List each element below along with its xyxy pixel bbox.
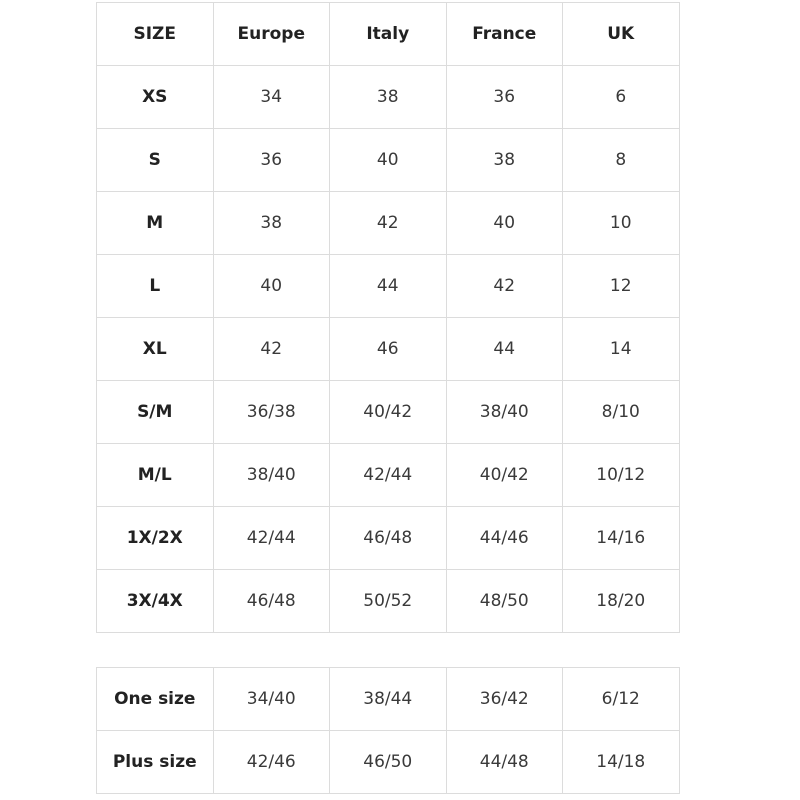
- size-value-cell: 40: [445, 191, 563, 255]
- size-value-cell: 12: [562, 254, 680, 318]
- size-label-cell: L: [96, 254, 214, 318]
- header-row: SIZE Europe Italy France UK: [96, 2, 680, 66]
- size-value-cell: 38/40: [445, 380, 563, 444]
- header-cell: Europe: [212, 2, 330, 66]
- size-value-cell: 38: [212, 191, 330, 255]
- size-value-cell: 46/48: [212, 569, 330, 633]
- size-label-cell: Plus size: [96, 730, 214, 794]
- size-label-cell: 3X/4X: [96, 569, 214, 633]
- table-row: M/L 38/40 42/44 40/42 10/12: [96, 443, 680, 507]
- special-size-table: One size 34/40 38/44 36/42 6/12 Plus size 42/4…: [96, 667, 680, 794]
- size-value-cell: 36: [445, 65, 563, 129]
- table-row: M 38 42 40 10: [96, 191, 680, 255]
- table-row: 1X/2X 42/44 46/48 44/46 14/16: [96, 506, 680, 570]
- size-value-cell: 14/18: [562, 730, 680, 794]
- size-label-cell: 1X/2X: [96, 506, 214, 570]
- size-value-cell: 8/10: [562, 380, 680, 444]
- size-value-cell: 42: [445, 254, 563, 318]
- size-value-cell: 44: [445, 317, 563, 381]
- size-value-cell: 44: [329, 254, 447, 318]
- table-row: S/M 36/38 40/42 38/40 8/10: [96, 380, 680, 444]
- size-conversion-table: SIZE Europe Italy France UK XS 34 38 36 6 S 36 40 38 8…: [96, 2, 680, 633]
- size-value-cell: 6/12: [562, 667, 680, 731]
- size-value-cell: 36: [212, 128, 330, 192]
- size-value-cell: 46/48: [329, 506, 447, 570]
- header-cell: France: [445, 2, 563, 66]
- size-value-cell: 38/40: [212, 443, 330, 507]
- table-row: One size 34/40 38/44 36/42 6/12: [96, 667, 680, 731]
- size-value-cell: 42/44: [212, 506, 330, 570]
- size-value-cell: 50/52: [329, 569, 447, 633]
- size-value-cell: 10: [562, 191, 680, 255]
- size-value-cell: 38: [329, 65, 447, 129]
- size-label-cell: One size: [96, 667, 214, 731]
- size-value-cell: 6: [562, 65, 680, 129]
- table-row: L 40 44 42 12: [96, 254, 680, 318]
- size-label-cell: M/L: [96, 443, 214, 507]
- size-value-cell: 38: [445, 128, 563, 192]
- size-value-cell: 44/48: [445, 730, 563, 794]
- size-label-cell: S/M: [96, 380, 214, 444]
- size-value-cell: 44/46: [445, 506, 563, 570]
- size-label-cell: XS: [96, 65, 214, 129]
- size-label-cell: M: [96, 191, 214, 255]
- size-value-cell: 42: [212, 317, 330, 381]
- size-value-cell: 36/38: [212, 380, 330, 444]
- table-row: S 36 40 38 8: [96, 128, 680, 192]
- size-value-cell: 42: [329, 191, 447, 255]
- size-value-cell: 36/42: [445, 667, 563, 731]
- header-cell: Italy: [329, 2, 447, 66]
- size-label-cell: S: [96, 128, 214, 192]
- size-value-cell: 8: [562, 128, 680, 192]
- size-value-cell: 42/46: [212, 730, 330, 794]
- size-value-cell: 38/44: [329, 667, 447, 731]
- size-value-cell: 48/50: [445, 569, 563, 633]
- size-value-cell: 18/20: [562, 569, 680, 633]
- size-value-cell: 34: [212, 65, 330, 129]
- size-label-cell: XL: [96, 317, 214, 381]
- size-value-cell: 42/44: [329, 443, 447, 507]
- table-row: 3X/4X 46/48 50/52 48/50 18/20: [96, 569, 680, 633]
- size-value-cell: 40: [329, 128, 447, 192]
- size-value-cell: 40/42: [329, 380, 447, 444]
- size-value-cell: 34/40: [212, 667, 330, 731]
- size-value-cell: 46: [329, 317, 447, 381]
- size-value-cell: 40: [212, 254, 330, 318]
- size-value-cell: 14/16: [562, 506, 680, 570]
- header-cell: UK: [562, 2, 680, 66]
- table-row: Plus size 42/46 46/50 44/48 14/18: [96, 730, 680, 794]
- table-row: XL 42 46 44 14: [96, 317, 680, 381]
- size-value-cell: 14: [562, 317, 680, 381]
- size-value-cell: 10/12: [562, 443, 680, 507]
- size-value-cell: 40/42: [445, 443, 563, 507]
- table-row: XS 34 38 36 6: [96, 65, 680, 129]
- size-value-cell: 46/50: [329, 730, 447, 794]
- header-cell: SIZE: [96, 2, 214, 66]
